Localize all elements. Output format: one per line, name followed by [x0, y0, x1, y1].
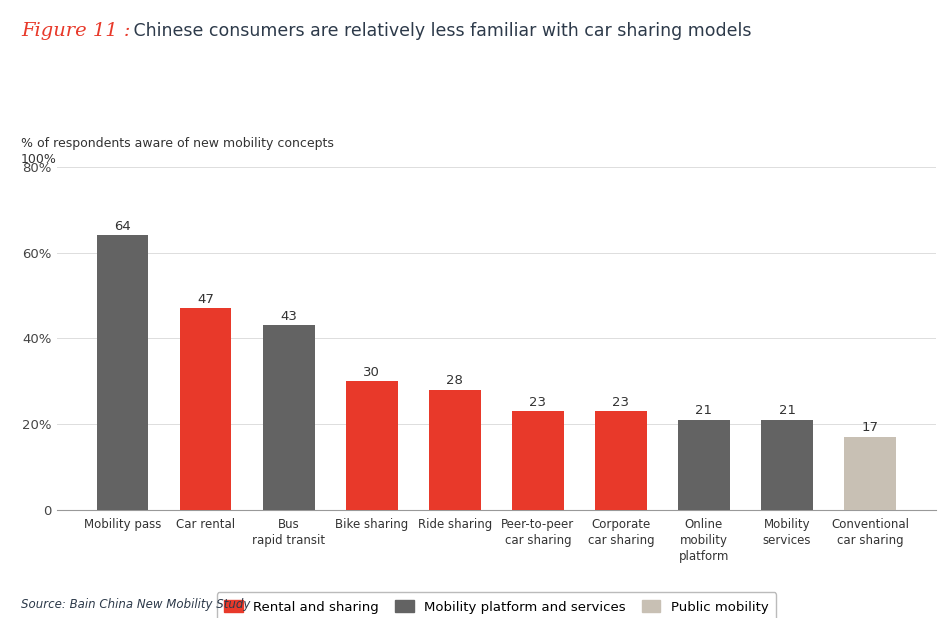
- Text: 28: 28: [446, 375, 464, 387]
- Text: 47: 47: [198, 293, 214, 306]
- Text: With which of these mobility solutions were you familiar before you participated: With which of these mobility solutions w…: [101, 110, 849, 124]
- Text: Chinese consumers are relatively less familiar with car sharing models: Chinese consumers are relatively less fa…: [128, 22, 751, 40]
- Text: 43: 43: [280, 310, 297, 323]
- Bar: [180, 308, 232, 510]
- Text: % of respondents aware of new mobility concepts: % of respondents aware of new mobility c…: [21, 137, 333, 150]
- Legend: Rental and sharing, Mobility platform and services, Public mobility: Rental and sharing, Mobility platform an…: [217, 592, 776, 618]
- Text: 100%: 100%: [21, 153, 57, 166]
- Text: 23: 23: [613, 396, 630, 408]
- Text: 21: 21: [695, 404, 712, 417]
- Text: Source: Bain China New Mobility Study: Source: Bain China New Mobility Study: [21, 598, 250, 611]
- Bar: [346, 381, 397, 510]
- Bar: [263, 326, 314, 510]
- Text: 64: 64: [114, 220, 131, 233]
- Bar: [761, 420, 813, 510]
- Bar: [678, 420, 730, 510]
- Text: 17: 17: [862, 421, 879, 434]
- Text: 21: 21: [778, 404, 795, 417]
- Bar: [845, 437, 896, 510]
- Text: 23: 23: [529, 396, 546, 408]
- Text: 30: 30: [363, 366, 380, 379]
- Bar: [596, 411, 647, 510]
- Bar: [512, 411, 563, 510]
- Text: Figure 11 :: Figure 11 :: [21, 22, 130, 40]
- Bar: [429, 390, 481, 510]
- Bar: [97, 235, 148, 510]
